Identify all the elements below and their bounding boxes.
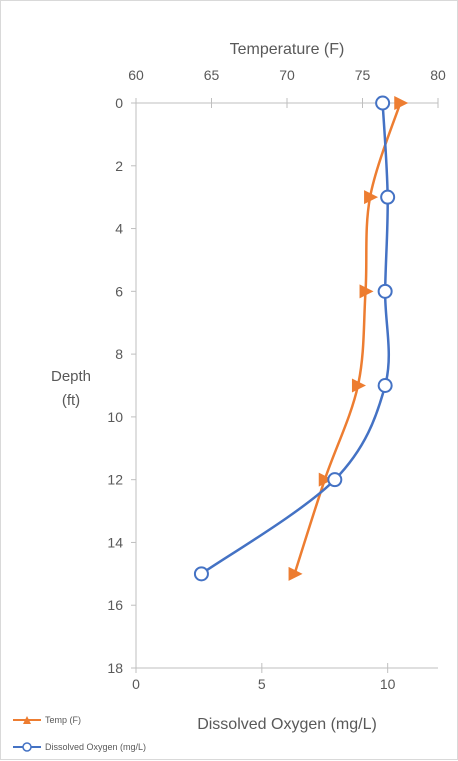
y-axis-tick-label: 4 xyxy=(115,221,123,237)
do-point xyxy=(375,95,391,111)
bottom-axis-tick-label: 10 xyxy=(380,676,396,692)
do-point xyxy=(327,472,343,488)
y-axis-tick-label: 18 xyxy=(107,660,123,676)
temp-point xyxy=(359,284,374,299)
series-line-2 xyxy=(200,102,391,575)
bottom-axis-tick-label: 0 xyxy=(132,676,140,692)
top-axis-tick-label: 70 xyxy=(279,67,295,83)
y-axis-title-line-2: (ft) xyxy=(62,392,80,409)
y-axis-tick-label: 14 xyxy=(107,534,123,550)
y-axis-tick-label: 8 xyxy=(115,346,123,362)
temp-point xyxy=(351,378,366,393)
y-axis-tick-label: 2 xyxy=(115,158,123,174)
top-axis-title: Temperature (F) xyxy=(230,41,345,58)
top-axis-tick-label: 75 xyxy=(355,67,371,83)
y-axis-tick-label: 6 xyxy=(115,283,123,299)
y-axis-tick-label: 0 xyxy=(115,95,123,111)
temp-point xyxy=(288,566,303,581)
temp-point xyxy=(318,472,333,487)
legend: Temp (F) Dissolved Oxygen (mg/L) xyxy=(13,715,146,752)
do-point xyxy=(377,283,393,299)
series-line-1 xyxy=(293,102,402,575)
top-axis-tick-label: 80 xyxy=(430,67,446,83)
legend-label: Temp (F) xyxy=(45,715,81,725)
temp-point xyxy=(364,190,379,205)
top-axis-tick-label: 65 xyxy=(204,67,220,83)
legend-label: Dissolved Oxygen (mg/L) xyxy=(45,742,146,752)
do-point xyxy=(377,378,393,393)
bottom-axis-tick-label: 5 xyxy=(258,676,266,692)
bottom-axis-title: Dissolved Oxygen (mg/L) xyxy=(197,716,377,733)
y-axis-tick-label: 12 xyxy=(107,472,123,488)
y-axis-tick-label: 10 xyxy=(107,409,123,425)
y-axis-tick-label: 16 xyxy=(107,597,123,613)
y-axis-title-line-1: Depth xyxy=(51,368,91,385)
top-axis-tick-label: 60 xyxy=(128,67,144,83)
do-point xyxy=(193,566,209,582)
legend-triangle-marker xyxy=(23,716,31,724)
temp-point xyxy=(394,96,409,110)
legend-circle-marker xyxy=(22,742,32,752)
do-point xyxy=(380,189,396,205)
